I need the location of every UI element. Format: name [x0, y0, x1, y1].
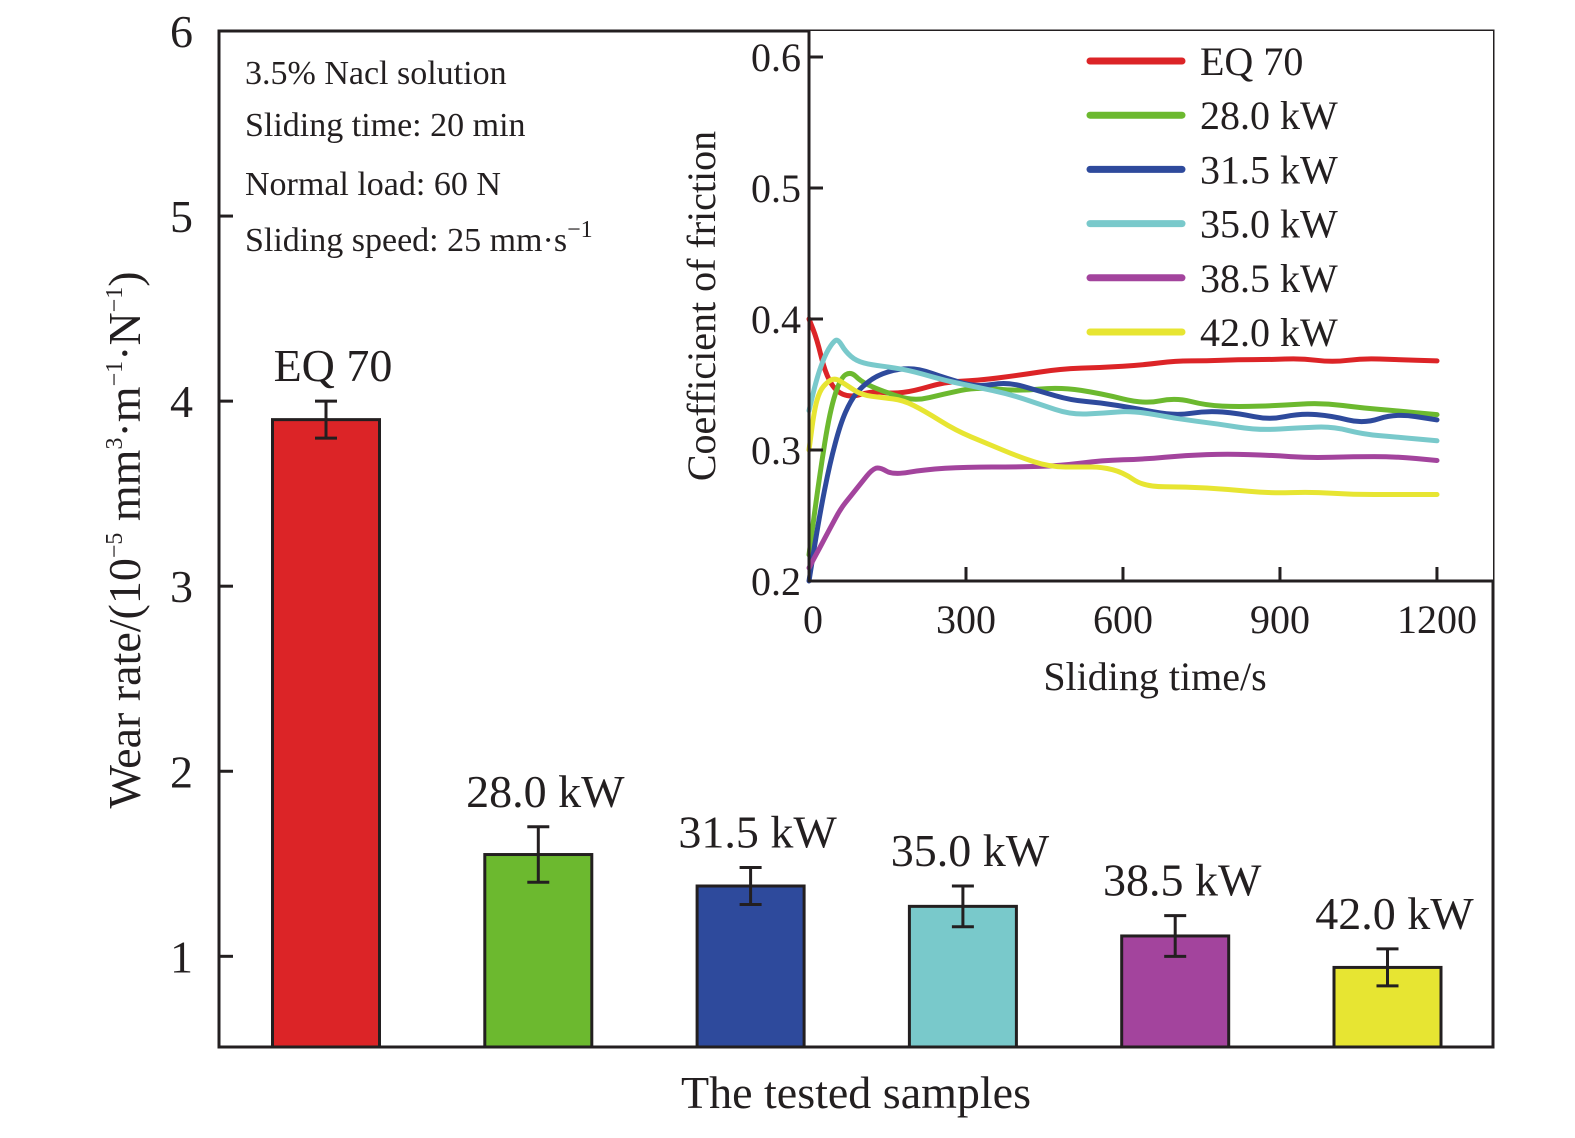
bar-group: 31.5 kW	[678, 806, 837, 1049]
friction-lines	[806, 316, 1440, 584]
bar-label: 38.5 kW	[1103, 855, 1262, 906]
inset-background	[809, 31, 1493, 581]
legend-label: EQ 70	[1200, 39, 1303, 84]
inset-x-tick-label: 300	[936, 597, 996, 642]
legend-item: 35.0 kW	[1086, 202, 1338, 247]
inset-x-ticks: 0 300 600 900 1200	[803, 567, 1477, 642]
bar-label: 28.0 kW	[466, 766, 625, 817]
legend-item: 28.0 kW	[1086, 93, 1338, 138]
annotation-solution: 3.5% Nacl solution	[245, 55, 507, 92]
annotation-normal-load: Normal load: 60 N	[245, 166, 501, 203]
inset-y-ticks: 0.2 0.3 0.4 0.5 0.6	[751, 35, 823, 604]
inset-x-axis-title: Sliding time/s	[1043, 654, 1266, 699]
y-tick-label: 5	[170, 191, 193, 242]
bar-label: 35.0 kW	[891, 825, 1050, 876]
y-tick-label: 1	[170, 931, 193, 982]
annotation-sliding-time: Sliding time: 20 min	[245, 107, 526, 144]
inset-x-tick-label: 600	[1093, 597, 1153, 642]
legend-item: EQ 70	[1086, 39, 1303, 84]
friction-line	[806, 376, 1440, 497]
bar-group: 35.0 kW	[891, 825, 1050, 1049]
legend-item: 38.5 kW	[1086, 256, 1338, 301]
y-axis-title: Wear rate/(10−5 mm3·m−1·N−1)	[99, 271, 150, 808]
friction-line	[806, 451, 1440, 571]
legend-label: 31.5 kW	[1200, 147, 1338, 192]
main-y-ticks: 1 2 3 4 5 6	[170, 6, 233, 982]
bars: EQ 70 28.0 kW 31.5 kW 35.0 kW 38.5 kW 42.0 kW	[271, 340, 1474, 1049]
inset-y-tick-label: 0.3	[751, 428, 801, 473]
bar	[695, 884, 806, 1049]
bar	[907, 904, 1018, 1049]
bar-label: EQ 70	[274, 340, 393, 391]
friction-line	[806, 316, 1440, 399]
legend-label: 42.0 kW	[1200, 310, 1338, 355]
bar-group: 42.0 kW	[1315, 888, 1474, 1049]
inset-x-tick-label: 0	[803, 597, 823, 642]
legend-label: 28.0 kW	[1200, 93, 1338, 138]
legend-item: 31.5 kW	[1086, 147, 1338, 192]
y-tick-label: 2	[170, 746, 193, 797]
inset-y-tick-label: 0.4	[751, 297, 801, 342]
inset-y-tick-label: 0.5	[751, 166, 801, 211]
bar-label: 31.5 kW	[678, 806, 837, 857]
x-axis-title: The tested samples	[681, 1067, 1031, 1118]
y-tick-label: 3	[170, 561, 193, 612]
annotation-sliding-speed: Sliding speed: 25 mm·s−1	[245, 217, 593, 259]
bar	[271, 418, 381, 1049]
friction-inset-chart: 0.2 0.3 0.4 0.5 0.6 0 300 600 900 1200 Coefficie…	[679, 31, 1493, 699]
legend-item: 42.0 kW	[1086, 310, 1338, 355]
legend-label: 38.5 kW	[1200, 256, 1338, 301]
test-conditions: 3.5% Nacl solution Sliding time: 20 min …	[245, 55, 593, 259]
friction-line	[806, 337, 1440, 444]
bar-group: EQ 70	[271, 340, 393, 1049]
y-tick-label: 4	[170, 376, 193, 427]
inset-legend: EQ 70 28.0 kW 31.5 kW 35.0 kW 38.5 kW 42.0 kW	[1086, 39, 1338, 355]
inset-x-tick-label: 1200	[1397, 597, 1477, 642]
y-tick-label: 6	[170, 6, 193, 57]
inset-y-axis-title: Coefficient of friction	[679, 131, 724, 481]
inset-y-tick-label: 0.6	[751, 35, 801, 80]
legend-label: 35.0 kW	[1200, 202, 1338, 247]
bar-group: 28.0 kW	[466, 766, 625, 1049]
inset-x-tick-label: 900	[1250, 597, 1310, 642]
bar-label: 42.0 kW	[1315, 888, 1474, 939]
inset-y-tick-label: 0.2	[751, 559, 801, 604]
friction-line	[806, 366, 1440, 584]
bar-group: 38.5 kW	[1103, 855, 1262, 1049]
